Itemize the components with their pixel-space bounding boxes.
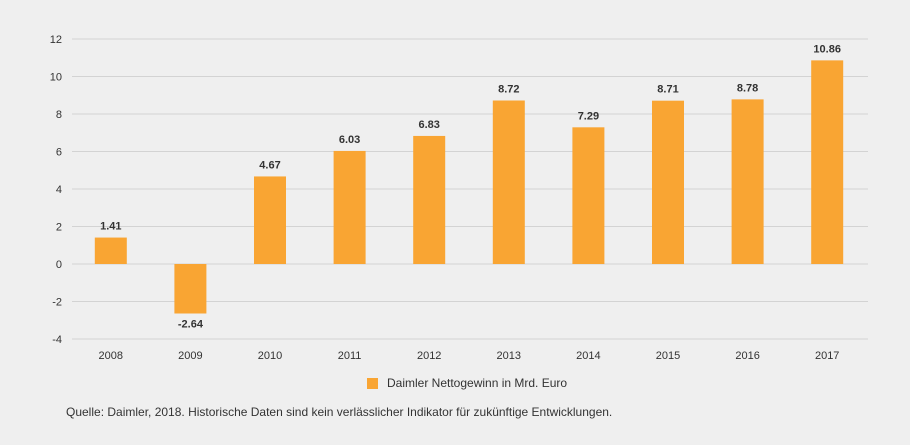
bar-chart: -4 -2 0 2 4 6 8 10 12 1.41 2008 -2.64 2009 4.67 2010 6.… — [50, 34, 868, 362]
data-label: 10.86 — [813, 43, 841, 55]
bar — [572, 127, 605, 264]
legend: Daimler Nettogewinn in Mrd. Euro — [367, 376, 567, 390]
bar — [254, 176, 286, 264]
data-label: 1.41 — [100, 221, 121, 233]
y-tick-label: 6 — [56, 147, 62, 159]
bar — [413, 135, 446, 264]
bar — [811, 60, 844, 264]
y-tick-label: 8 — [56, 109, 62, 121]
x-tick-label: 2013 — [497, 350, 521, 362]
data-label: 8.78 — [737, 82, 758, 94]
data-label: 6.83 — [418, 119, 439, 131]
data-label: 6.03 — [339, 134, 360, 146]
x-tick-label: 2017 — [815, 350, 839, 362]
y-tick-label: -4 — [52, 334, 62, 346]
bar — [652, 100, 684, 264]
data-label: 8.72 — [498, 84, 519, 96]
y-tick-label: 10 — [50, 72, 62, 84]
x-tick-label: 2014 — [576, 350, 600, 362]
legend-label: Daimler Nettogewinn in Mrd. Euro — [387, 376, 568, 390]
y-tick-label: 12 — [50, 34, 62, 46]
y-tick-label: 4 — [56, 184, 62, 196]
bar — [731, 99, 764, 264]
data-label: -2.64 — [178, 319, 204, 331]
x-tick-label: 2016 — [735, 350, 759, 362]
source-note: Quelle: Daimler, 2018. Historische Daten… — [66, 405, 613, 419]
y-tick-label: 2 — [56, 222, 62, 234]
bar — [333, 150, 366, 264]
bar — [174, 264, 207, 314]
data-label: 8.71 — [657, 84, 678, 96]
y-tick-label: 0 — [56, 259, 62, 271]
x-tick-label: 2011 — [338, 350, 362, 362]
x-tick-label: 2009 — [178, 350, 202, 362]
x-tick-label: 2008 — [99, 350, 123, 362]
x-tick-label: 2012 — [417, 350, 441, 362]
legend-swatch — [367, 377, 378, 389]
data-label: 4.67 — [259, 159, 280, 171]
y-tick-label: -2 — [52, 297, 62, 309]
bar — [94, 237, 127, 264]
x-tick-label: 2015 — [656, 350, 680, 362]
x-tick-label: 2010 — [258, 350, 282, 362]
bar — [492, 100, 525, 264]
data-label: 7.29 — [578, 110, 599, 122]
